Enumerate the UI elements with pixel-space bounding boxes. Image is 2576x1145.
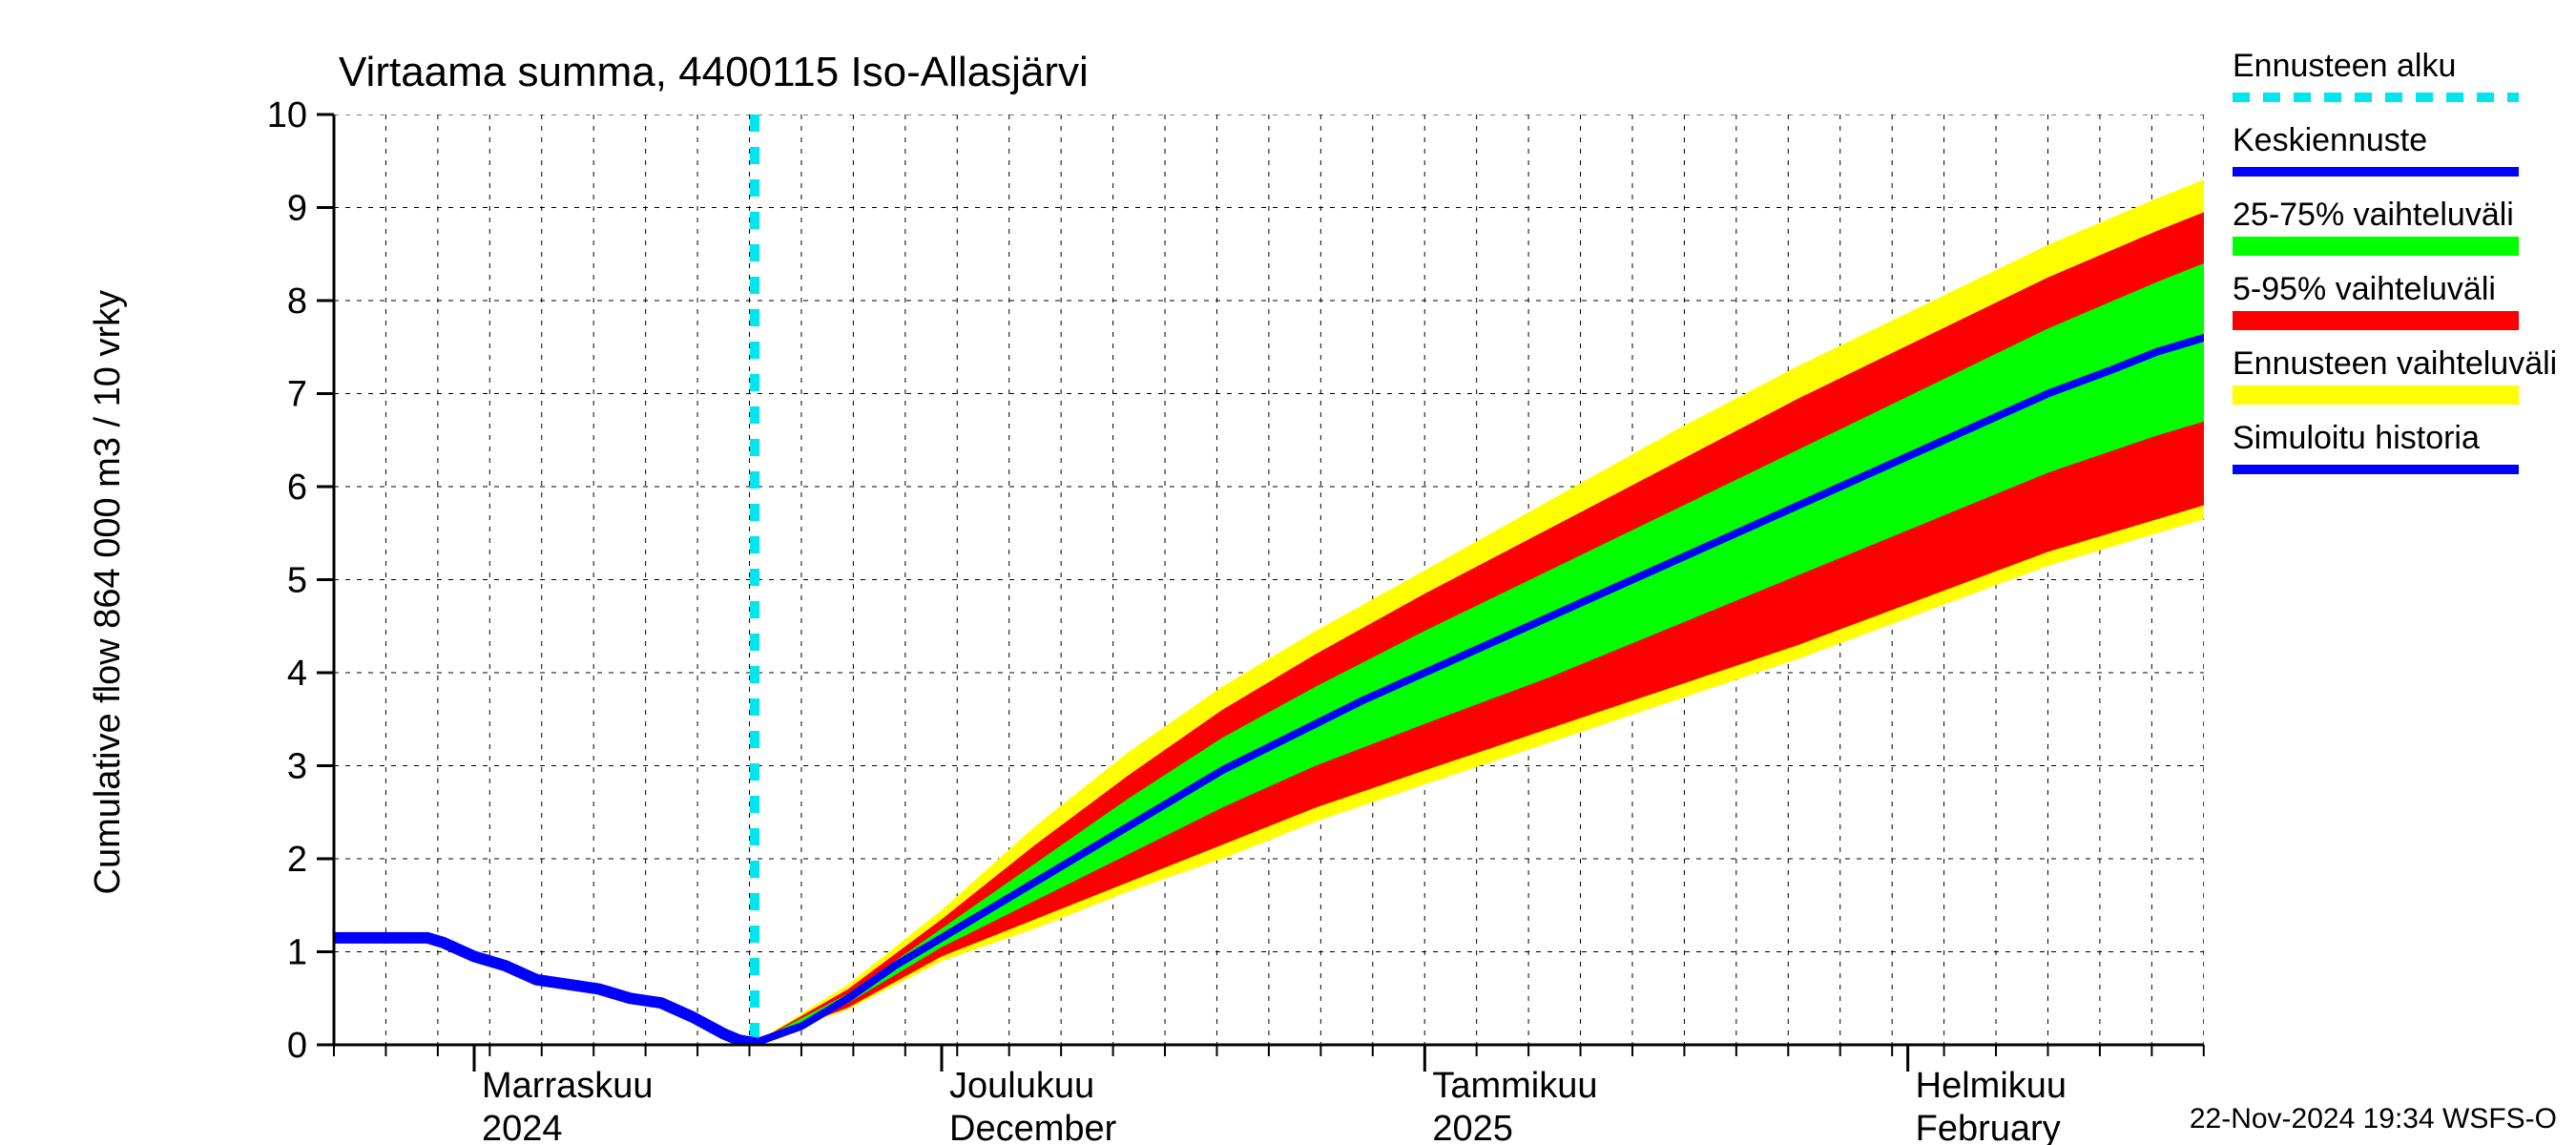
chart-container: 0 1 2 3 4 5 6 7 8 9 10 Marraskuu2024 JoulukuuDecembe… xyxy=(0,0,2576,1145)
y-tick-label: 1 xyxy=(287,933,307,973)
y-tick-label: 7 xyxy=(287,375,307,415)
x-month-label-2: 2024 xyxy=(482,1109,563,1145)
y-axis-label: Cumulative flow 864 000 m3 / 10 vrky xyxy=(88,290,128,895)
y-tick-label: 5 xyxy=(287,561,307,601)
x-month-label-1: Marraskuu xyxy=(482,1066,654,1106)
y-tick-label: 0 xyxy=(287,1026,307,1066)
y-tick-label: 6 xyxy=(287,468,307,508)
legend-label: Ennusteen alku xyxy=(2233,48,2456,84)
x-month-label-2: February xyxy=(1916,1109,2061,1145)
chart-bg xyxy=(0,0,2576,1145)
x-month-label-1: Helmikuu xyxy=(1916,1066,2067,1106)
legend-swatch-block xyxy=(2233,385,2519,405)
x-month-label-2: December xyxy=(949,1109,1117,1145)
legend-label: Simuloitu historia xyxy=(2233,420,2480,456)
x-month-label-1: Joulukuu xyxy=(949,1066,1094,1106)
y-tick-label: 8 xyxy=(287,281,307,322)
cumulative-flow-chart: 0 1 2 3 4 5 6 7 8 9 10 Marraskuu2024 JoulukuuDecembe… xyxy=(0,0,2576,1145)
footer-timestamp: 22-Nov-2024 19:34 WSFS-O xyxy=(2190,1103,2557,1135)
y-tick-label: 4 xyxy=(287,654,307,694)
x-month-label-2: 2025 xyxy=(1432,1109,1513,1145)
y-tick-label: 10 xyxy=(267,95,307,135)
y-tick-label: 3 xyxy=(287,747,307,787)
legend-swatch-block xyxy=(2233,311,2519,330)
legend-swatch-block xyxy=(2233,237,2519,256)
legend-label: 25-75% vaihteluväli xyxy=(2233,197,2514,233)
x-month-label-1: Tammikuu xyxy=(1432,1066,1597,1106)
legend-label: Ennusteen vaihteluväli xyxy=(2233,345,2557,382)
y-tick-label: 2 xyxy=(287,840,307,880)
legend-label: 5-95% vaihteluväli xyxy=(2233,271,2496,307)
y-tick-label: 9 xyxy=(287,189,307,229)
legend-label: Keskiennuste xyxy=(2233,122,2427,158)
chart-title: Virtaama summa, 4400115 Iso-Allasjärvi xyxy=(339,49,1089,95)
